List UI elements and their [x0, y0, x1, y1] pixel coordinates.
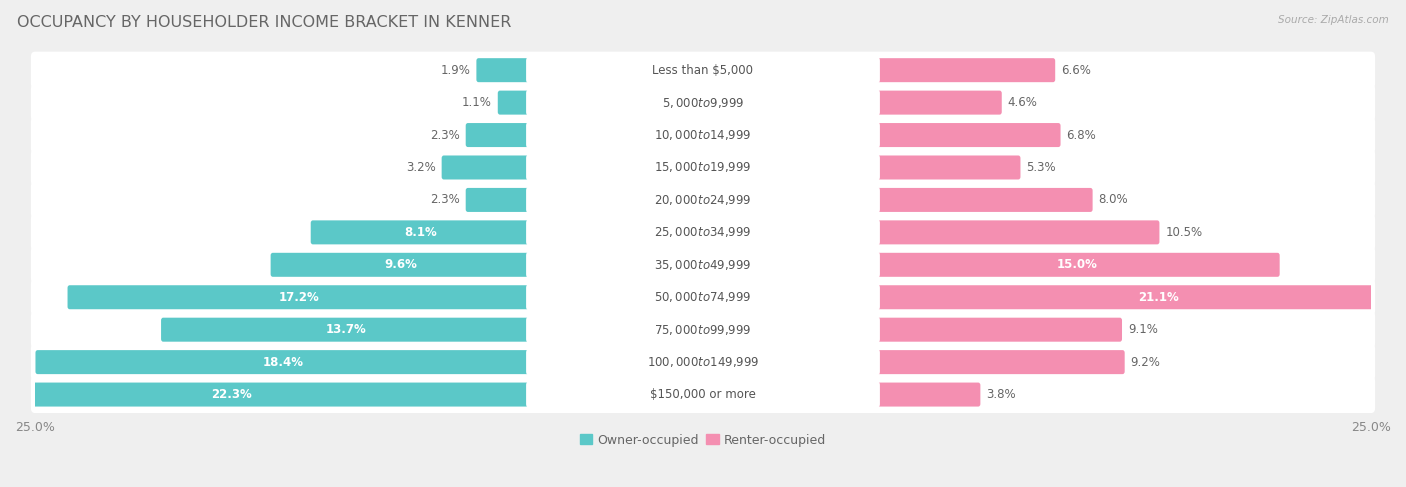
FancyBboxPatch shape [498, 91, 531, 114]
FancyBboxPatch shape [477, 58, 531, 82]
FancyBboxPatch shape [526, 381, 880, 408]
FancyBboxPatch shape [67, 285, 531, 309]
Text: 9.1%: 9.1% [1128, 323, 1157, 336]
Text: $25,000 to $34,999: $25,000 to $34,999 [654, 225, 752, 240]
Text: 6.6%: 6.6% [1062, 64, 1091, 76]
Text: 9.2%: 9.2% [1130, 356, 1160, 369]
Text: $150,000 or more: $150,000 or more [650, 388, 756, 401]
FancyBboxPatch shape [441, 155, 531, 180]
FancyBboxPatch shape [875, 350, 1125, 374]
Text: 22.3%: 22.3% [211, 388, 252, 401]
Text: $10,000 to $14,999: $10,000 to $14,999 [654, 128, 752, 142]
Text: $35,000 to $49,999: $35,000 to $49,999 [654, 258, 752, 272]
Text: $50,000 to $74,999: $50,000 to $74,999 [654, 290, 752, 304]
Text: OCCUPANCY BY HOUSEHOLDER INCOME BRACKET IN KENNER: OCCUPANCY BY HOUSEHOLDER INCOME BRACKET … [17, 15, 512, 30]
FancyBboxPatch shape [526, 219, 880, 245]
FancyBboxPatch shape [526, 284, 880, 311]
FancyBboxPatch shape [31, 246, 1375, 283]
FancyBboxPatch shape [31, 84, 1375, 121]
FancyBboxPatch shape [31, 311, 1375, 348]
Legend: Owner-occupied, Renter-occupied: Owner-occupied, Renter-occupied [575, 429, 831, 451]
Text: 8.0%: 8.0% [1098, 193, 1128, 206]
Text: 6.8%: 6.8% [1066, 129, 1097, 142]
FancyBboxPatch shape [875, 58, 1054, 82]
Text: 2.3%: 2.3% [430, 193, 460, 206]
FancyBboxPatch shape [270, 253, 531, 277]
Text: 3.8%: 3.8% [986, 388, 1017, 401]
FancyBboxPatch shape [526, 154, 880, 181]
FancyBboxPatch shape [875, 383, 980, 407]
FancyBboxPatch shape [526, 122, 880, 149]
FancyBboxPatch shape [526, 349, 880, 375]
FancyBboxPatch shape [875, 155, 1021, 180]
FancyBboxPatch shape [35, 350, 531, 374]
FancyBboxPatch shape [0, 383, 531, 407]
Text: 18.4%: 18.4% [263, 356, 304, 369]
Text: $20,000 to $24,999: $20,000 to $24,999 [654, 193, 752, 207]
FancyBboxPatch shape [875, 285, 1406, 309]
FancyBboxPatch shape [875, 91, 1001, 114]
FancyBboxPatch shape [875, 253, 1279, 277]
Text: $75,000 to $99,999: $75,000 to $99,999 [654, 323, 752, 337]
FancyBboxPatch shape [465, 123, 531, 147]
Text: 3.2%: 3.2% [406, 161, 436, 174]
FancyBboxPatch shape [526, 89, 880, 116]
Text: $15,000 to $19,999: $15,000 to $19,999 [654, 161, 752, 174]
Text: Less than $5,000: Less than $5,000 [652, 64, 754, 76]
FancyBboxPatch shape [31, 149, 1375, 186]
Text: 1.1%: 1.1% [463, 96, 492, 109]
FancyBboxPatch shape [465, 188, 531, 212]
FancyBboxPatch shape [31, 214, 1375, 251]
Text: $100,000 to $149,999: $100,000 to $149,999 [647, 355, 759, 369]
Text: $5,000 to $9,999: $5,000 to $9,999 [662, 95, 744, 110]
FancyBboxPatch shape [526, 57, 880, 83]
Text: 13.7%: 13.7% [326, 323, 367, 336]
FancyBboxPatch shape [526, 187, 880, 213]
Text: 8.1%: 8.1% [405, 226, 437, 239]
Text: 2.3%: 2.3% [430, 129, 460, 142]
FancyBboxPatch shape [31, 182, 1375, 218]
Text: 4.6%: 4.6% [1008, 96, 1038, 109]
FancyBboxPatch shape [31, 279, 1375, 316]
Text: 9.6%: 9.6% [385, 258, 418, 271]
Text: 1.9%: 1.9% [440, 64, 471, 76]
Text: 17.2%: 17.2% [280, 291, 321, 304]
FancyBboxPatch shape [162, 318, 531, 342]
FancyBboxPatch shape [875, 188, 1092, 212]
FancyBboxPatch shape [526, 251, 880, 278]
FancyBboxPatch shape [31, 116, 1375, 153]
Text: 5.3%: 5.3% [1026, 161, 1056, 174]
FancyBboxPatch shape [31, 344, 1375, 381]
FancyBboxPatch shape [31, 376, 1375, 413]
FancyBboxPatch shape [875, 220, 1160, 244]
FancyBboxPatch shape [526, 317, 880, 343]
Text: 15.0%: 15.0% [1057, 258, 1098, 271]
Text: 21.1%: 21.1% [1139, 291, 1180, 304]
Text: Source: ZipAtlas.com: Source: ZipAtlas.com [1278, 15, 1389, 25]
FancyBboxPatch shape [311, 220, 531, 244]
Text: 10.5%: 10.5% [1166, 226, 1202, 239]
FancyBboxPatch shape [875, 318, 1122, 342]
FancyBboxPatch shape [875, 123, 1060, 147]
FancyBboxPatch shape [31, 52, 1375, 89]
